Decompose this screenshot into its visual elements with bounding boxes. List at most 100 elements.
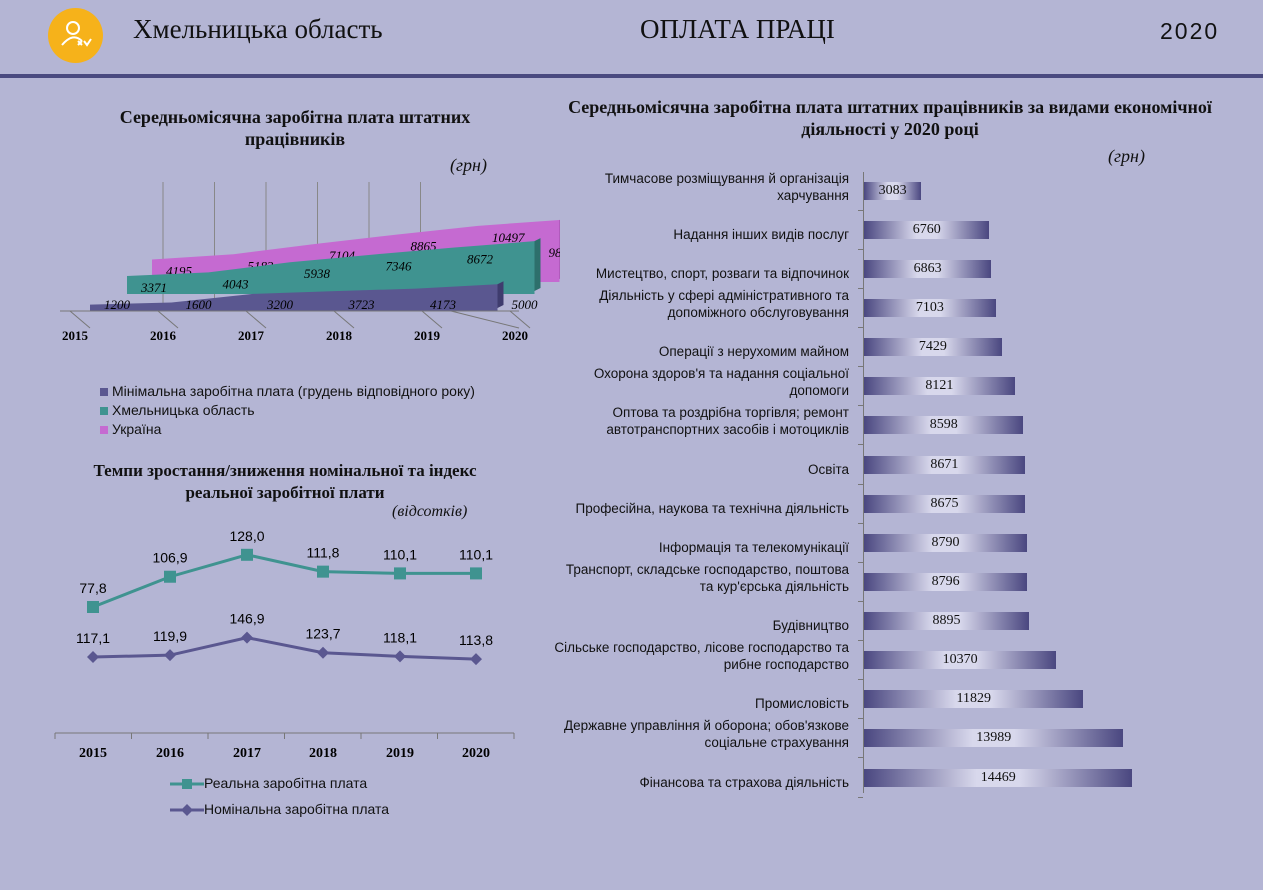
bar: [864, 182, 922, 200]
bar-value-label: 7429: [918, 339, 947, 354]
legend-label-ukraine: Україна: [112, 421, 162, 437]
bar: [864, 651, 1057, 669]
page-title: ОПЛАТА ПРАЦІ: [640, 14, 835, 44]
bar-category-label: Будівництво: [772, 618, 849, 633]
line-x-tick-label: 2019: [386, 746, 414, 761]
legend-swatch-minimum: [100, 388, 108, 396]
bar: [864, 769, 1133, 787]
area-data-label: 8672: [467, 252, 494, 267]
area-series-0: [90, 284, 498, 311]
line-data-label: 117,1: [76, 630, 110, 646]
line-x-tick-label: 2017: [233, 746, 261, 761]
line-data-label: 118,1: [383, 629, 417, 645]
area-data-label: 1600: [186, 297, 213, 312]
bar: [864, 573, 1028, 591]
bar-value-label: 8121: [925, 378, 954, 393]
line-data-label: 77,8: [79, 580, 106, 596]
line-chart-unit: (відсотків): [392, 503, 468, 520]
line-data-label: 110,1: [459, 546, 493, 562]
area-data-label: 9872: [549, 245, 561, 260]
bar-value-label: 8796: [931, 574, 960, 589]
x-tick: [157, 310, 179, 329]
legend-swatch-ukraine: [100, 426, 108, 434]
bar-value-label: 8671: [930, 457, 959, 472]
legend-real: Реальна заробітна плата: [170, 775, 367, 791]
bar: [864, 612, 1029, 630]
logo: [48, 8, 103, 63]
legend-nominal: Номінальна заробітна плата: [170, 801, 389, 817]
area-data-label: 1200: [104, 297, 131, 312]
legend-label-nominal: Номінальна заробітна плата: [204, 801, 390, 817]
bar: [864, 299, 996, 317]
bar-axis: [863, 172, 864, 793]
legend-region: Хмельницька область: [100, 402, 255, 418]
area-data-label: 5938: [304, 266, 331, 281]
bar-value-label: 7103: [915, 300, 944, 315]
legend-label-real: Реальна заробітна плата: [204, 775, 368, 791]
bar-category-label: Оптова та роздрібна торгівля; ремонт авт…: [606, 405, 849, 437]
area-data-label: 10497: [492, 230, 525, 245]
real-marker: [87, 601, 99, 613]
x-tick: [69, 310, 91, 329]
line-data-label: 110,1: [383, 546, 417, 562]
bar-value-label: 8895: [932, 613, 961, 628]
bar-category-label: Промисловість: [755, 696, 849, 711]
bar: [864, 377, 1015, 395]
area-side-0: [497, 281, 504, 308]
area-x-tick-label: 2019: [414, 328, 441, 343]
line-x-tick-label: 2015: [79, 746, 107, 761]
legend-marker-nominal: [170, 804, 204, 817]
x-axis-depth: [450, 310, 520, 329]
bar-tick: [858, 484, 863, 485]
bar-tick: [858, 601, 863, 602]
x-tick: [509, 310, 531, 329]
bar-chart-unit: (грн): [1108, 146, 1145, 166]
bar-value-label: 8675: [930, 496, 959, 511]
x-tick: [245, 310, 267, 329]
nominal-marker: [87, 651, 99, 663]
bar-value-label: 10370: [942, 652, 978, 667]
bar: [864, 495, 1025, 513]
area-chart: 4195518371048865104971159133714043593873…: [60, 182, 561, 343]
line-x-tick-label: 2020: [462, 746, 490, 761]
line-data-label: 106,9: [152, 550, 187, 566]
bar-chart-title: Середньомісячна заробітна плата штатних …: [568, 97, 1212, 139]
area-data-label: 3200: [266, 297, 294, 312]
bar: [864, 260, 992, 278]
bar-tick: [858, 523, 863, 524]
area-side-1: [534, 238, 541, 291]
line-data-label: 119,9: [153, 628, 187, 644]
legend-marker-real: [170, 779, 204, 790]
bar-category-label: Мистецтво, спорт, розваги та відпочинок: [595, 266, 849, 281]
bar-value-label: 13989: [976, 730, 1012, 745]
bar-category-label: Освіта: [808, 462, 849, 477]
nominal-marker: [317, 646, 329, 659]
bar-tick: [858, 288, 863, 289]
bar: [864, 416, 1024, 434]
nominal-marker: [241, 631, 253, 644]
real-marker: [241, 548, 253, 561]
bar-tick: [858, 210, 863, 211]
bar: [864, 338, 1002, 356]
x-tick: [333, 310, 355, 329]
bar-tick: [858, 757, 863, 758]
bar-tick: [858, 718, 863, 719]
bar-value-label: 8598: [929, 417, 958, 432]
nominal-marker: [394, 650, 406, 663]
real-marker: [470, 567, 482, 580]
area-x-tick-label: 2016: [150, 328, 177, 343]
line-data-label: 128,0: [229, 528, 264, 544]
bar-category-label: Транспорт, складське господарство, пошто…: [565, 562, 849, 594]
bar: [864, 456, 1025, 474]
line-chart-title: Темпи зростання/зниження номінальної та …: [93, 461, 477, 502]
x-tick: [421, 310, 443, 329]
bar-tick: [858, 679, 863, 680]
bar-value-label: 11829: [956, 691, 991, 706]
legend-minimum: Мінімальна заробітна плата (грудень відп…: [100, 383, 475, 399]
area-data-label: 3371: [140, 280, 167, 295]
header-divider: [0, 74, 1263, 78]
real-marker: [394, 567, 406, 580]
bar-tick: [858, 640, 863, 641]
area-series-1: [127, 241, 535, 294]
bar-category-label: Сільське господарство, лісове господарст…: [554, 640, 849, 672]
